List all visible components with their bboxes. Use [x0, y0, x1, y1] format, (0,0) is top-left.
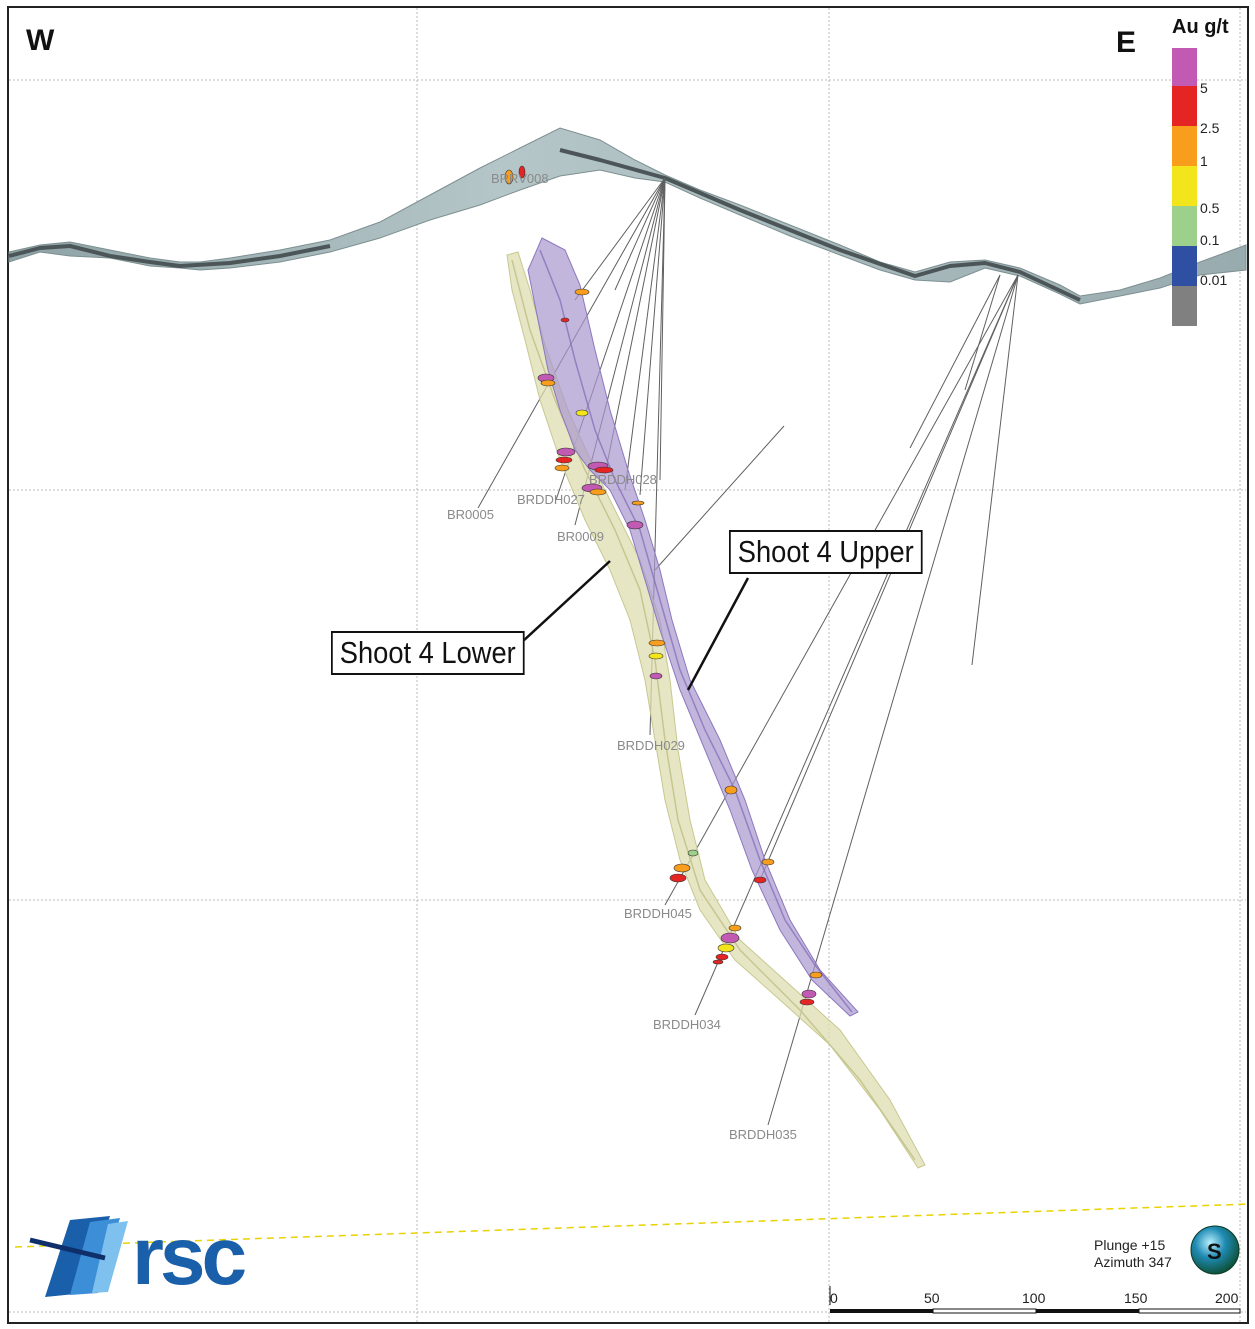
drill-trace [604, 177, 666, 475]
drillhole-label: BRDDH034 [653, 1017, 721, 1032]
assay-intercept [673, 863, 691, 873]
assay-intercept [809, 971, 823, 979]
assay-intercepts [504, 165, 823, 1006]
assay-intercept [648, 652, 664, 660]
assay-intercept [560, 317, 570, 323]
leader-line-upper [686, 577, 750, 691]
assay-intercept [626, 520, 644, 530]
legend-label: 0.01 [1200, 272, 1228, 288]
orientation-globe: S [1190, 1225, 1240, 1275]
drill-trace [659, 177, 666, 481]
rsc-logo-mark [29, 1216, 128, 1297]
legend-label: 1 [1200, 153, 1208, 169]
legend-title: Au g/t [1172, 16, 1229, 38]
drillhole-label: BRDDH035 [729, 1127, 797, 1142]
drillhole-label: BRDDH027 [517, 492, 585, 507]
drill-trace [574, 177, 666, 301]
assay-intercept [799, 998, 815, 1006]
assay-intercept [724, 785, 738, 795]
assay-intercept [504, 169, 514, 185]
legend-swatch [1172, 206, 1197, 246]
scale-tick-label: 50 [924, 1290, 940, 1306]
shoot-4-lower-solid [506, 251, 926, 1169]
drill-trace [614, 177, 666, 291]
reference-level-line [14, 1203, 1251, 1248]
drill-trace [664, 274, 1019, 906]
topography-surface [8, 127, 1247, 305]
legend-label: 5 [1200, 80, 1208, 96]
scale-tick-label: 100 [1022, 1290, 1046, 1306]
legend-label: 0.5 [1200, 200, 1220, 216]
assay-intercept [648, 639, 666, 647]
assay-intercept [717, 943, 735, 953]
legend-swatch [1172, 86, 1197, 126]
drill-trace [639, 177, 666, 496]
drill-trace [909, 274, 1001, 449]
assay-intercept [631, 500, 645, 506]
legend-swatch [1172, 286, 1197, 326]
callout-leaders [521, 560, 750, 691]
drillhole-label: BRRV008 [491, 171, 549, 186]
drillhole-label: BRDDH029 [617, 738, 685, 753]
drill-trace [767, 274, 1019, 1126]
assay-intercept [555, 456, 573, 464]
drill-trace [694, 274, 1019, 1016]
globe-letter: S [1207, 1239, 1222, 1264]
assay-intercept [761, 858, 775, 866]
legend-label: 2.5 [1200, 120, 1220, 136]
assay-intercept [649, 672, 663, 680]
drill-trace [624, 177, 666, 491]
legend-swatch [1172, 166, 1197, 206]
plunge-text: Plunge +15 [1094, 1237, 1166, 1253]
assay-intercept [594, 466, 614, 474]
assay-intercept [715, 953, 729, 961]
legend-swatch [1172, 126, 1197, 166]
assay-intercept [574, 288, 590, 296]
assay-intercept [801, 989, 817, 999]
shoot-4-upper-callout: Shoot 4 Upper [729, 530, 923, 574]
scale-tick-label: 200 [1215, 1290, 1239, 1306]
drillhole-label: BR0005 [447, 507, 494, 522]
figure-frame [7, 6, 1249, 1324]
grid [9, 8, 1246, 1322]
assay-intercept [554, 464, 570, 472]
assay-intercept [589, 488, 607, 496]
assay-intercept [556, 447, 576, 457]
orientation-readout: Plunge +15 Azimuth 347 [1094, 1237, 1172, 1271]
assay-intercept [687, 849, 699, 857]
drill-trace [971, 274, 1019, 666]
drillhole-labels: BRRV008 BRDDH028 BRDDH027 BR0005 BR0009 … [447, 171, 797, 1142]
drill-trace [759, 274, 1019, 881]
assay-intercept [712, 959, 724, 965]
assay-intercept [669, 873, 687, 883]
assay-intercept [518, 165, 526, 179]
assay-intercept [575, 409, 589, 417]
drill-trace [654, 425, 785, 571]
drill-trace [964, 274, 1001, 391]
legend-swatch [1172, 246, 1197, 286]
scale-bar [829, 1286, 1241, 1314]
assay-intercept [540, 379, 556, 387]
drillhole-label: BRDDH045 [624, 906, 692, 921]
drillhole-label: BR0009 [557, 529, 604, 544]
scale-tick-label: 150 [1124, 1290, 1148, 1306]
shoot-4-lower-callout: Shoot 4 Lower [331, 631, 525, 675]
shoot-4-upper-solid [527, 237, 859, 1017]
assay-intercept [753, 876, 767, 884]
scale-tick-label: 0 [830, 1290, 838, 1306]
legend-swatch [1172, 48, 1197, 86]
rsc-logo-text: rsc [132, 1211, 246, 1302]
legend-colorbar [1172, 48, 1197, 326]
assay-intercept [720, 932, 740, 944]
legend-label: 0.1 [1200, 232, 1220, 248]
assay-intercept [728, 924, 742, 932]
drillhole-label: BRDDH028 [589, 472, 657, 487]
leader-line-lower [521, 560, 611, 643]
west-label: W [26, 24, 55, 57]
east-label: E [1116, 26, 1137, 59]
azimuth-text: Azimuth 347 [1094, 1254, 1172, 1270]
